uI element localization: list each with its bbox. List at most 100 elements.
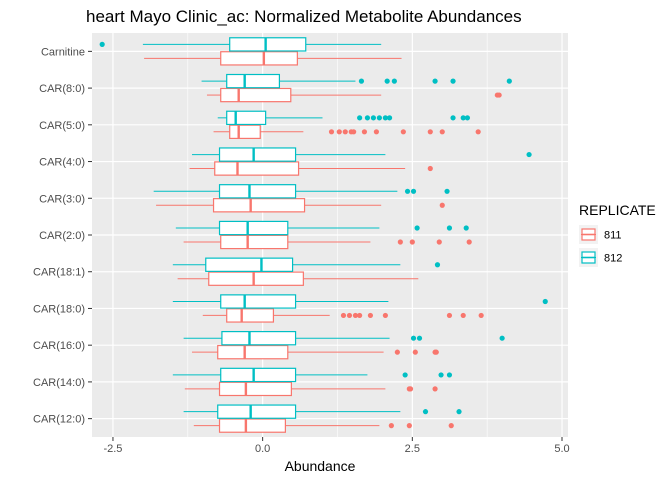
box-811 — [184, 381, 438, 397]
x-tick-label: 0.0 — [255, 443, 270, 455]
outlier-point — [427, 165, 433, 172]
y-axis-ticks: Carnitine CAR(8:0) CAR(5:0) CAR(4:0) CAR(3:0… — [33, 46, 92, 426]
outlier-point — [433, 349, 439, 355]
outlier-point — [463, 225, 469, 231]
box-812 — [153, 184, 450, 199]
outlier-point — [460, 115, 466, 121]
outlier-point — [328, 129, 335, 135]
outlier-point — [336, 129, 342, 135]
outlier-point — [406, 423, 412, 429]
legend-label: 811 — [604, 230, 622, 242]
outlier-point — [391, 78, 397, 84]
outlier-point — [422, 409, 429, 415]
outlier-point — [382, 312, 388, 319]
box-812 — [172, 367, 453, 383]
y-tick-label: CAR(18:1) — [33, 267, 85, 279]
x-tick-label: -2.5 — [103, 443, 122, 455]
outlier-point — [496, 92, 502, 98]
box-811 — [189, 161, 433, 176]
outlier-point — [439, 129, 445, 135]
y-tick-label: CAR(14:0) — [33, 377, 85, 389]
box-811 — [183, 234, 472, 250]
box-iqr — [208, 271, 304, 286]
outlier-point — [370, 115, 377, 121]
box-iqr — [205, 257, 294, 272]
x-tick-label: 5.0 — [554, 443, 569, 455]
outlier-point — [351, 129, 357, 135]
outlier-point — [446, 372, 453, 378]
box-812 — [183, 404, 462, 419]
outlier-point — [409, 239, 415, 245]
box-812 — [217, 110, 471, 126]
outlier-point — [439, 202, 445, 208]
y-tick-label: CAR(3:0) — [39, 193, 85, 205]
y-tick-label: CAR(2:0) — [39, 230, 85, 242]
legend-label: 812 — [604, 253, 622, 265]
box-812 — [172, 294, 548, 309]
outlier-point — [446, 225, 453, 231]
grid-lines — [92, 33, 568, 437]
box-811 — [177, 271, 419, 286]
box-812 — [183, 330, 505, 346]
box-iqr — [212, 198, 306, 213]
y-tick-label: CAR(5:0) — [39, 120, 85, 132]
outlier-point — [384, 78, 390, 84]
outlier-point — [416, 335, 423, 341]
legend-title: REPLICATE — [579, 202, 656, 218]
box-812 — [175, 220, 469, 236]
box-iqr — [220, 51, 298, 66]
outlier-point — [346, 312, 353, 319]
outlier-point — [402, 372, 408, 378]
box-iqr — [218, 220, 289, 236]
outlier-point — [542, 298, 548, 305]
x-axis-ticks: -2.5 0.0 2.5 5.0 — [103, 437, 570, 455]
outlier-point — [460, 312, 466, 319]
box-812 — [191, 147, 532, 162]
box-iqr — [220, 87, 292, 103]
outlier-point — [412, 349, 418, 355]
legend: REPLICATE 811 812 — [579, 202, 656, 267]
legend-item-812: 812 — [579, 248, 622, 267]
outlier-point — [450, 115, 456, 121]
outlier-point — [357, 312, 363, 319]
outlier-point — [432, 386, 438, 392]
box-811 — [144, 51, 402, 66]
box-iqr — [229, 124, 261, 140]
outlier-point — [404, 188, 411, 194]
box-iqr — [226, 308, 275, 323]
outlier-point — [432, 78, 438, 84]
box-812 — [172, 257, 441, 272]
outlier-point — [364, 115, 371, 121]
outlier-point — [444, 188, 450, 194]
box-iqr — [214, 161, 300, 176]
outlier-point — [373, 129, 380, 135]
y-tick-label: CAR(12:0) — [33, 414, 85, 426]
box-iqr — [217, 344, 289, 360]
outlier-point — [400, 129, 406, 135]
outlier-point — [407, 386, 414, 392]
outlier-point — [361, 129, 368, 135]
outlier-point — [376, 115, 382, 121]
series-811-boxes — [144, 51, 502, 433]
box-iqr — [220, 234, 289, 250]
outlier-point — [352, 312, 359, 319]
series-812-boxes — [99, 37, 548, 419]
outlier-point — [499, 335, 505, 341]
box-812 — [99, 37, 382, 52]
outlier-point — [450, 78, 456, 84]
box-811 — [156, 198, 445, 213]
box-iqr — [220, 367, 297, 383]
outlier-point — [526, 151, 532, 158]
outlier-point — [386, 115, 393, 121]
outlier-point — [438, 372, 444, 378]
box-iqr — [218, 418, 286, 433]
y-tick-label: CAR(18:0) — [33, 303, 85, 315]
outlier-point — [448, 423, 454, 429]
outlier-point — [410, 335, 417, 341]
box-iqr — [226, 73, 281, 89]
legend-item-811: 811 — [579, 225, 622, 244]
box-iqr — [218, 381, 292, 397]
box-iqr — [220, 294, 297, 309]
outlier-point — [434, 262, 441, 268]
outlier-point — [367, 312, 374, 319]
